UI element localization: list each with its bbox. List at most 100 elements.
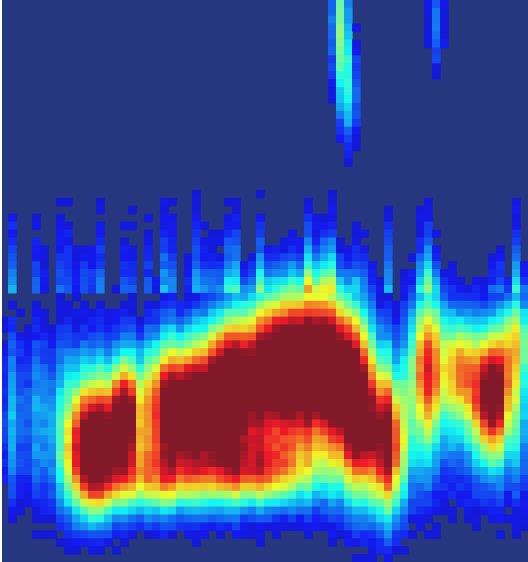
heatmap-cell — [440, 356, 449, 365]
heatmap-cell — [304, 372, 313, 381]
heatmap-cell — [328, 498, 337, 508]
heatmap-cell — [360, 530, 369, 539]
heatmap-cell — [432, 530, 441, 539]
heatmap-cell — [192, 435, 201, 444]
heatmap-cell — [152, 467, 161, 476]
heatmap-cell — [416, 261, 425, 270]
heatmap-cell — [368, 372, 377, 381]
heatmap-cell — [80, 332, 89, 341]
heatmap-cell — [168, 530, 177, 539]
heatmap-cell — [56, 435, 65, 444]
heatmap-cell — [248, 387, 257, 397]
heatmap-cell — [88, 490, 97, 500]
heatmap-cell — [400, 514, 409, 524]
heatmap-cell — [224, 435, 233, 444]
heatmap-cell — [152, 356, 161, 365]
heatmap-cell — [40, 387, 49, 397]
heatmap-cell — [192, 427, 201, 436]
heatmap-cell — [424, 261, 433, 270]
heatmap-cell — [296, 443, 305, 452]
heatmap-cell — [424, 490, 433, 500]
heatmap-cell — [512, 269, 521, 278]
heatmap-cell — [8, 332, 17, 341]
heatmap-cell — [432, 292, 441, 302]
heatmap-cell — [352, 237, 361, 246]
heatmap-cell — [64, 308, 73, 318]
heatmap-cell — [456, 379, 465, 389]
heatmap-cell — [320, 506, 329, 516]
heatmap-cell — [352, 134, 361, 144]
heatmap-cell — [360, 522, 369, 531]
heatmap-cell — [224, 356, 233, 365]
heatmap-cell — [24, 348, 33, 357]
heatmap-cell — [496, 245, 505, 254]
heatmap-cell — [56, 348, 65, 357]
heatmap-cell — [344, 340, 353, 349]
heatmap-cell — [384, 530, 393, 539]
heatmap-cell — [224, 213, 233, 223]
heatmap-cell — [440, 372, 449, 381]
heatmap-cell — [304, 277, 313, 286]
heatmap-cell — [464, 411, 473, 421]
heatmap-cell — [312, 332, 321, 341]
heatmap-cell — [248, 403, 257, 413]
heatmap-cell — [40, 419, 49, 429]
heatmap-cell — [96, 387, 105, 397]
heatmap-cell — [232, 253, 241, 262]
heatmap-cell — [96, 379, 105, 389]
heatmap-cell — [384, 221, 393, 231]
heatmap-cell — [40, 498, 49, 508]
heatmap-cell — [384, 482, 393, 492]
heatmap-cell — [440, 427, 449, 436]
heatmap-cell — [248, 411, 257, 421]
heatmap-cell — [304, 292, 313, 302]
heatmap-cell — [328, 94, 337, 104]
heatmap-cell — [296, 506, 305, 516]
heatmap-cell — [64, 237, 73, 246]
heatmap-cell — [152, 435, 161, 444]
heatmap-cell — [456, 292, 465, 302]
heatmap-cell — [168, 348, 177, 357]
heatmap-cell — [248, 261, 257, 270]
heatmap-cell — [72, 467, 81, 476]
heatmap-cell — [384, 237, 393, 246]
heatmap-cell — [200, 253, 209, 262]
heatmap-cell — [128, 490, 137, 500]
heatmap-cell — [488, 411, 497, 421]
heatmap-cell — [8, 482, 17, 492]
heatmap-cell — [352, 229, 361, 239]
heatmap-cell — [104, 506, 113, 516]
heatmap-cell — [72, 292, 81, 302]
heatmap-cell — [424, 482, 433, 492]
heatmap-cell — [16, 308, 25, 318]
heatmap-cell — [144, 482, 153, 492]
heatmap-cell — [384, 364, 393, 373]
heatmap-cell — [160, 356, 169, 365]
heatmap-cell — [424, 530, 433, 539]
heatmap-cell — [240, 451, 249, 460]
heatmap-cell — [144, 459, 153, 468]
heatmap-cell — [256, 379, 265, 389]
heatmap-cell — [328, 55, 337, 64]
heatmap-cell — [128, 300, 137, 310]
heatmap-cell — [320, 490, 329, 500]
heatmap-cell — [128, 308, 137, 318]
heatmap-cell — [120, 467, 129, 476]
heatmap-cell — [304, 474, 313, 484]
heatmap-cell — [152, 308, 161, 318]
heatmap-cell — [160, 443, 169, 452]
heatmap-cell — [96, 419, 105, 429]
heatmap-cell — [296, 522, 305, 531]
heatmap-cell — [488, 300, 497, 310]
heatmap-cell — [48, 348, 57, 357]
heatmap-cell — [416, 451, 425, 460]
heatmap-cell — [344, 15, 353, 25]
heatmap-cell — [360, 411, 369, 421]
heatmap-cell — [392, 506, 401, 516]
heatmap-cell — [232, 277, 241, 286]
heatmap-cell — [40, 277, 49, 286]
heatmap-cell — [496, 379, 505, 389]
heatmap-cell — [264, 372, 273, 381]
heatmap-cell — [320, 340, 329, 349]
heatmap-cell — [296, 467, 305, 476]
